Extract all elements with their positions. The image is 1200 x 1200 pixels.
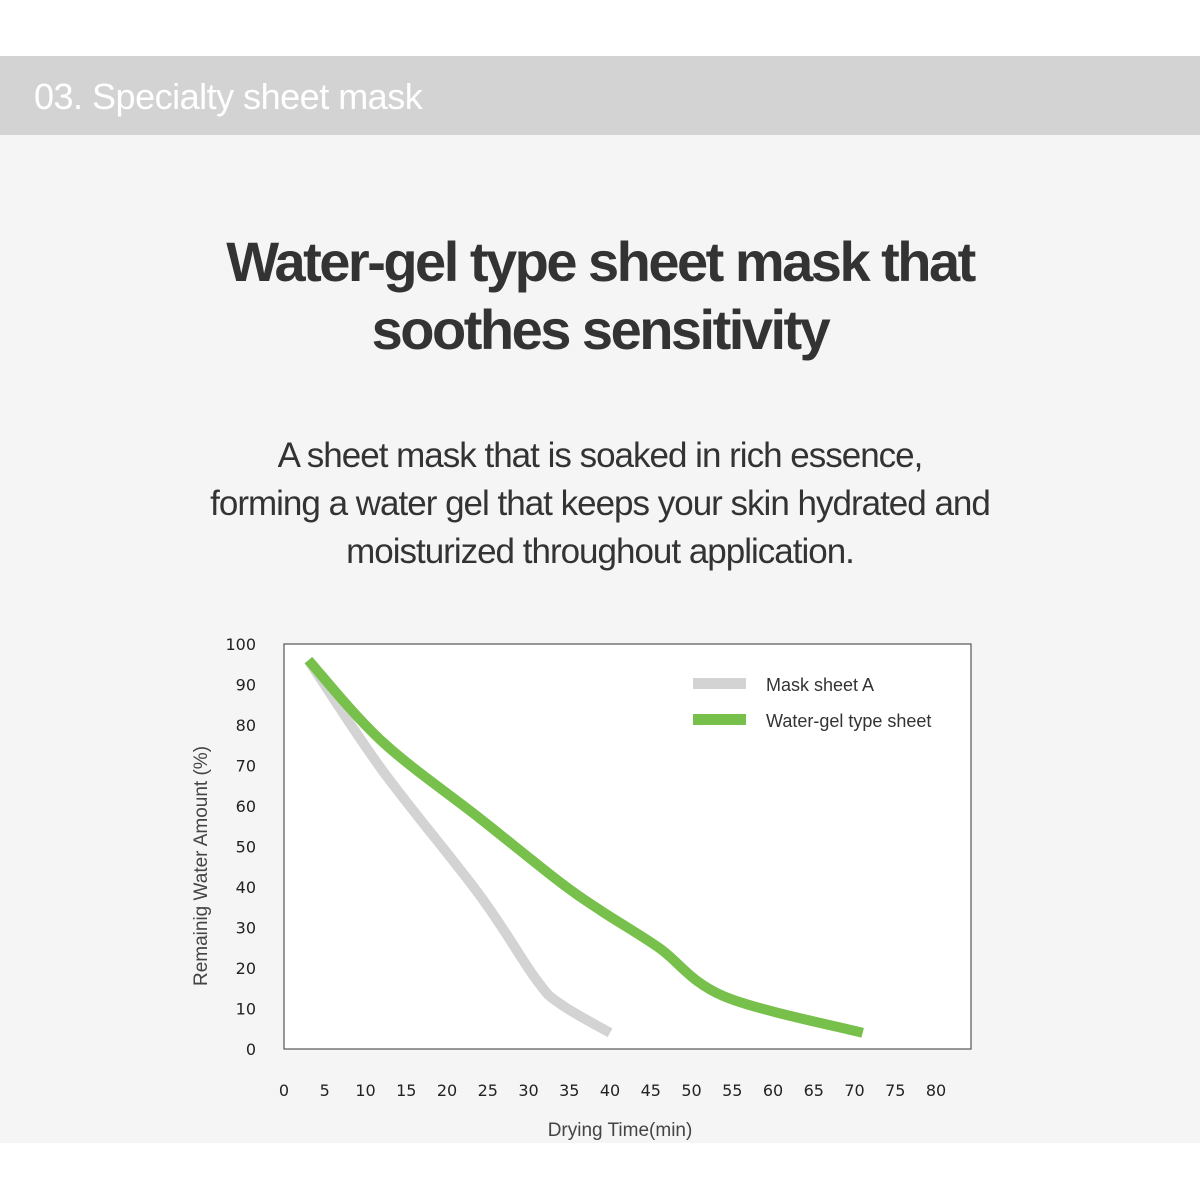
- y-tick-label: 20: [236, 959, 256, 978]
- x-tick-label: 80: [926, 1081, 946, 1100]
- series-line-mask-sheet-a: [304, 657, 613, 1038]
- y-axis-label: Remainig Water Amount (%): [191, 746, 212, 986]
- x-tick-label: 15: [396, 1081, 416, 1100]
- legend-label: Water-gel type sheet: [766, 711, 931, 731]
- legend-label: Mask sheet A: [766, 675, 874, 695]
- description-line-2: forming a water gel that keeps your skin…: [210, 484, 991, 523]
- plot-area: [283, 643, 972, 1050]
- legend-swatch: [693, 678, 746, 689]
- section-title: 03. Specialty sheet mask: [34, 76, 423, 117]
- y-tick-label: 90: [236, 676, 256, 695]
- x-tick-label: 55: [722, 1081, 742, 1100]
- headline: Water-gel type sheet mask that soothes s…: [0, 228, 1200, 364]
- x-tick-label: 60: [763, 1081, 783, 1100]
- y-tick-label: 10: [236, 1000, 256, 1019]
- y-tick-label: 0: [246, 1040, 256, 1059]
- y-tick-label: 50: [236, 838, 256, 857]
- x-tick-label: 25: [478, 1081, 498, 1100]
- x-tick-label: 20: [437, 1081, 457, 1100]
- y-tick-label: 70: [236, 757, 256, 776]
- y-tick-label: 100: [225, 635, 256, 654]
- x-tick-label: 65: [804, 1081, 824, 1100]
- x-tick-label: 30: [518, 1081, 538, 1100]
- section-header-band: 03. Specialty sheet mask: [0, 56, 1200, 135]
- x-tick-label: 40: [600, 1081, 620, 1100]
- description-line-3: moisturized throughout application.: [346, 532, 855, 571]
- x-axis-label: Drying Time(min): [548, 1120, 693, 1141]
- x-tick-label: 0: [279, 1081, 289, 1100]
- x-tick-label: 50: [681, 1081, 701, 1100]
- x-tick-label: 10: [355, 1081, 375, 1100]
- series-line-water-gel: [304, 656, 864, 1038]
- x-tick-label: 45: [641, 1081, 661, 1100]
- headline-line-1: Water-gel type sheet mask that: [226, 230, 976, 293]
- legend-swatch: [693, 714, 746, 725]
- x-tick-label: 75: [885, 1081, 905, 1100]
- description: A sheet mask that is soaked in rich esse…: [0, 432, 1200, 576]
- y-tick-label: 40: [236, 878, 256, 897]
- y-tick-label: 30: [236, 919, 256, 938]
- headline-line-2: soothes sensitivity: [371, 298, 831, 361]
- x-tick-label: 35: [559, 1081, 579, 1100]
- description-line-1: A sheet mask that is soaked in rich esse…: [277, 436, 924, 475]
- y-tick-label: 60: [236, 797, 256, 816]
- x-tick-label: 5: [320, 1081, 330, 1100]
- y-tick-label: 80: [236, 716, 256, 735]
- x-tick-label: 70: [844, 1081, 864, 1100]
